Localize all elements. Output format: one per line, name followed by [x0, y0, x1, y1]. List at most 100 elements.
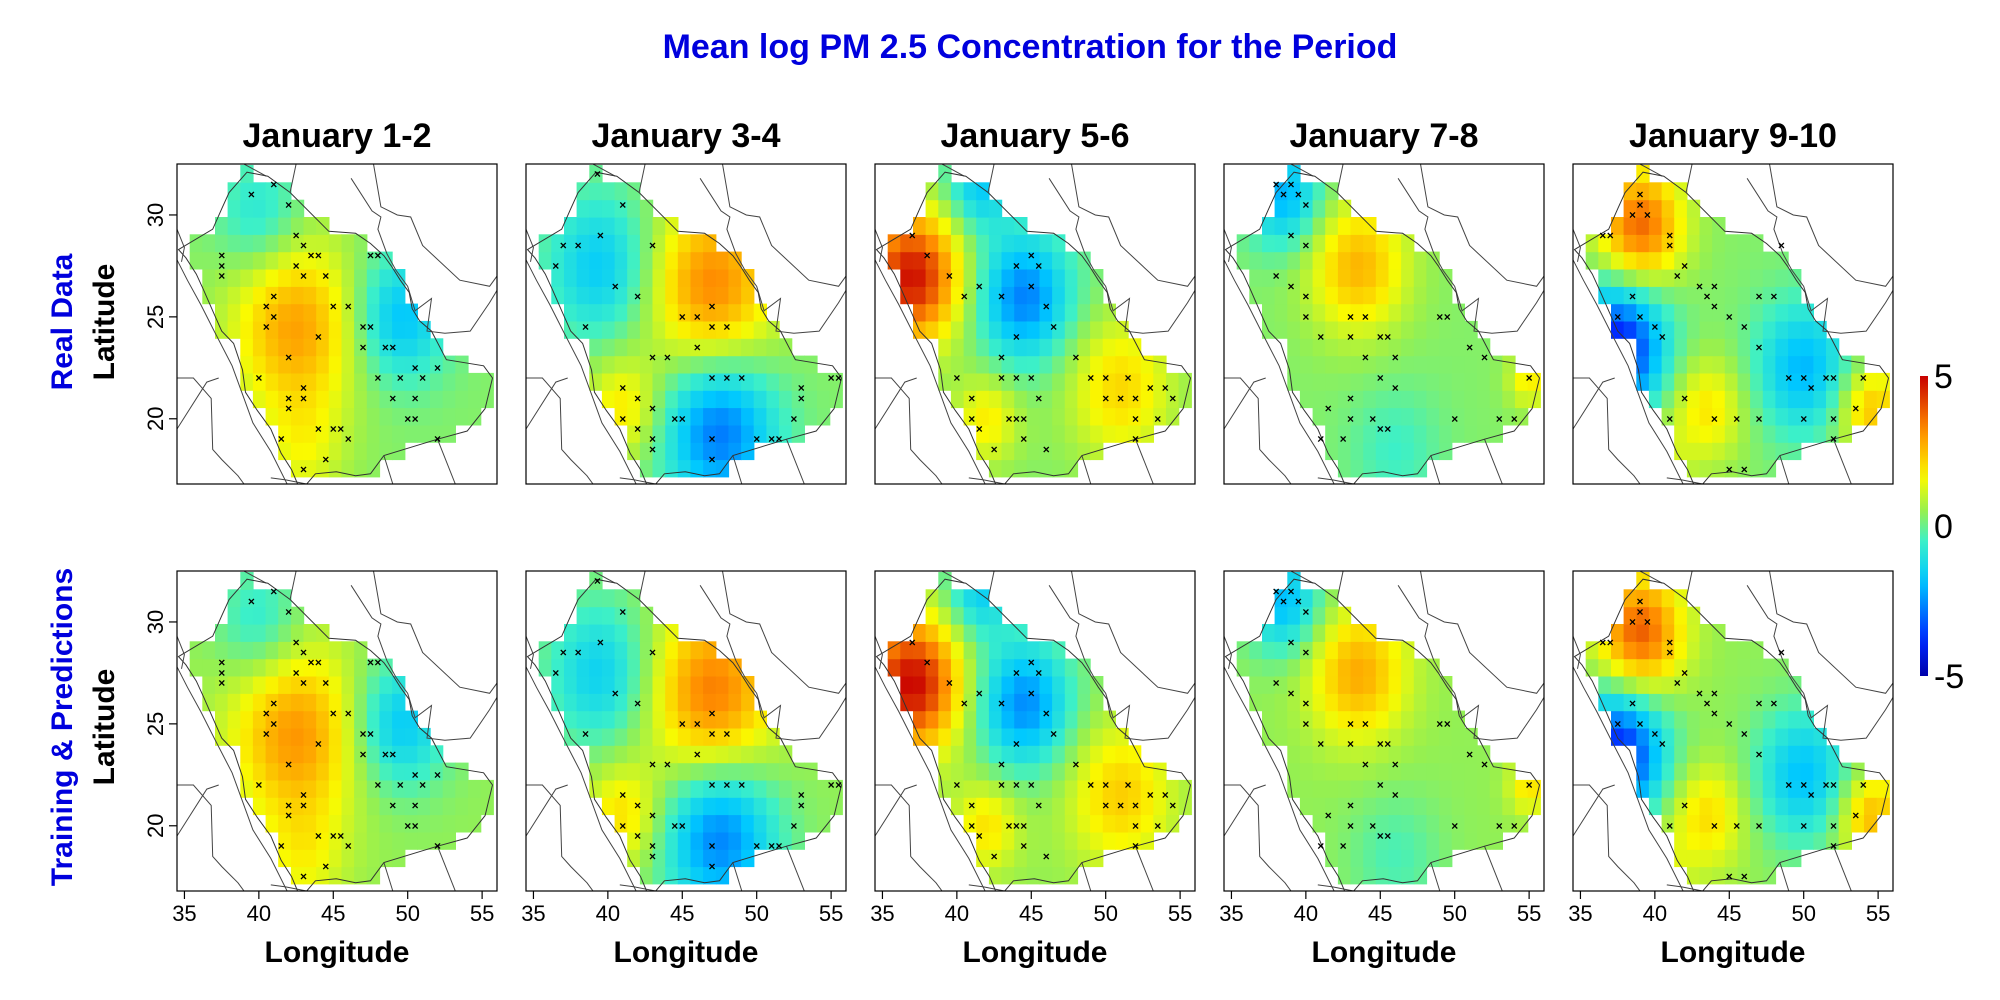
colorbar-ramp	[1920, 376, 1928, 676]
heat-cell	[1388, 338, 1402, 357]
heat-cell	[753, 390, 767, 409]
heat-cell	[1699, 251, 1713, 270]
heat-cell	[1001, 286, 1015, 305]
heat-cell	[1090, 745, 1104, 764]
station-marker: ×	[1822, 778, 1829, 792]
heat-cell	[690, 234, 704, 253]
heat-cell	[1737, 797, 1751, 816]
panel-frame	[1572, 163, 1894, 485]
heat-cell	[976, 269, 990, 287]
panel-grid: January 1-2××××××××× ××××××××××× ×× ×× ×× × ××…	[143, 117, 1894, 969]
heat-cell	[677, 727, 692, 746]
heat-cell	[1724, 866, 1739, 885]
heat-cell	[741, 320, 755, 339]
station-marker: ×	[1629, 697, 1636, 711]
station-marker: ×	[389, 747, 396, 761]
heat-cell	[1413, 459, 1428, 478]
heat-cell	[1686, 779, 1701, 798]
heat-cell	[1312, 641, 1326, 660]
heat-cell	[1686, 390, 1701, 409]
heat-cell	[1451, 390, 1465, 409]
heat-cell	[328, 234, 343, 253]
heat-cell	[1699, 217, 1713, 235]
heat-cell	[988, 424, 1003, 443]
heat-cell	[1039, 641, 1053, 660]
station-marker: ×	[1347, 737, 1354, 751]
heat-cell	[1312, 390, 1326, 409]
heat-cell	[240, 234, 254, 253]
heat-cell	[328, 424, 343, 443]
heat-cell	[227, 199, 241, 218]
heat-cell	[963, 710, 977, 729]
heat-cell	[1724, 676, 1739, 694]
heat-cell	[728, 320, 742, 339]
heat-cell	[1762, 745, 1777, 764]
heat-cell	[265, 234, 279, 253]
station-marker: ×	[404, 412, 411, 426]
heat-cell	[303, 727, 317, 746]
heat-cell	[1851, 797, 1865, 816]
heat-cell	[379, 338, 393, 357]
heat-cell	[430, 814, 444, 833]
x-axis-label: Longitude	[963, 936, 1108, 969]
map-border-line	[1224, 636, 1232, 669]
heat-cell	[303, 693, 317, 712]
heat-cell	[316, 727, 330, 746]
heat-cell	[741, 831, 755, 850]
heat-cell	[1001, 407, 1015, 426]
heat-cell	[316, 676, 330, 694]
heat-cell	[379, 390, 393, 409]
heat-cell	[576, 710, 590, 729]
heat-cell	[791, 797, 805, 816]
station-marker: ×	[1830, 778, 1837, 792]
heat-cell	[1299, 727, 1314, 746]
heat-cell	[741, 372, 755, 391]
heat-cell	[1337, 606, 1352, 625]
heat-cell	[1864, 797, 1878, 816]
heat-cell	[278, 407, 292, 426]
heat-cell	[804, 814, 818, 833]
heat-cell	[354, 797, 368, 816]
heat-cell	[366, 424, 381, 443]
heat-cell	[1375, 303, 1390, 322]
heat-cell	[417, 762, 431, 781]
station-marker: ×	[723, 371, 730, 385]
heat-cell	[925, 658, 939, 677]
heat-cell	[1515, 797, 1529, 816]
heat-cell	[354, 831, 368, 850]
heat-cell	[1674, 286, 1688, 305]
heat-cell	[1350, 745, 1364, 764]
heat-cell	[665, 390, 679, 409]
heat-cell	[290, 390, 305, 409]
heat-cell	[690, 762, 704, 781]
heat-cell	[1363, 779, 1377, 798]
heat-cell	[1426, 338, 1440, 357]
station-marker: ×	[1347, 310, 1354, 324]
heat-cell	[665, 814, 679, 833]
heat-cell	[1489, 762, 1503, 781]
panel-real-data: × ×××××××××××× ×× ××××× ××××××× ×× ××× ×× × ××	[1223, 163, 1545, 485]
map-border-line	[526, 784, 594, 891]
heat-cell	[1477, 424, 1491, 443]
heat-cell	[341, 658, 355, 677]
x-tick-label: 45	[1019, 901, 1043, 926]
heat-cell	[1350, 442, 1364, 461]
heat-cell	[1826, 390, 1840, 409]
heat-cell	[303, 269, 317, 287]
heat-cell	[1762, 727, 1777, 746]
station-marker: ×	[1384, 829, 1391, 843]
heat-cell	[976, 234, 990, 253]
heat-cell	[1299, 797, 1314, 816]
heat-cell	[303, 442, 317, 461]
heat-cell	[1388, 320, 1402, 339]
heat-cell	[240, 251, 254, 270]
heat-cell	[1451, 424, 1465, 443]
heat-cell	[551, 693, 565, 712]
heat-cell	[1477, 372, 1491, 391]
heat-cell	[1426, 710, 1440, 729]
station-marker: ×	[723, 320, 730, 334]
heat-cell	[455, 355, 469, 374]
heat-cell	[1077, 251, 1091, 270]
heat-cell	[328, 676, 343, 694]
station-marker: ×	[1436, 310, 1443, 324]
